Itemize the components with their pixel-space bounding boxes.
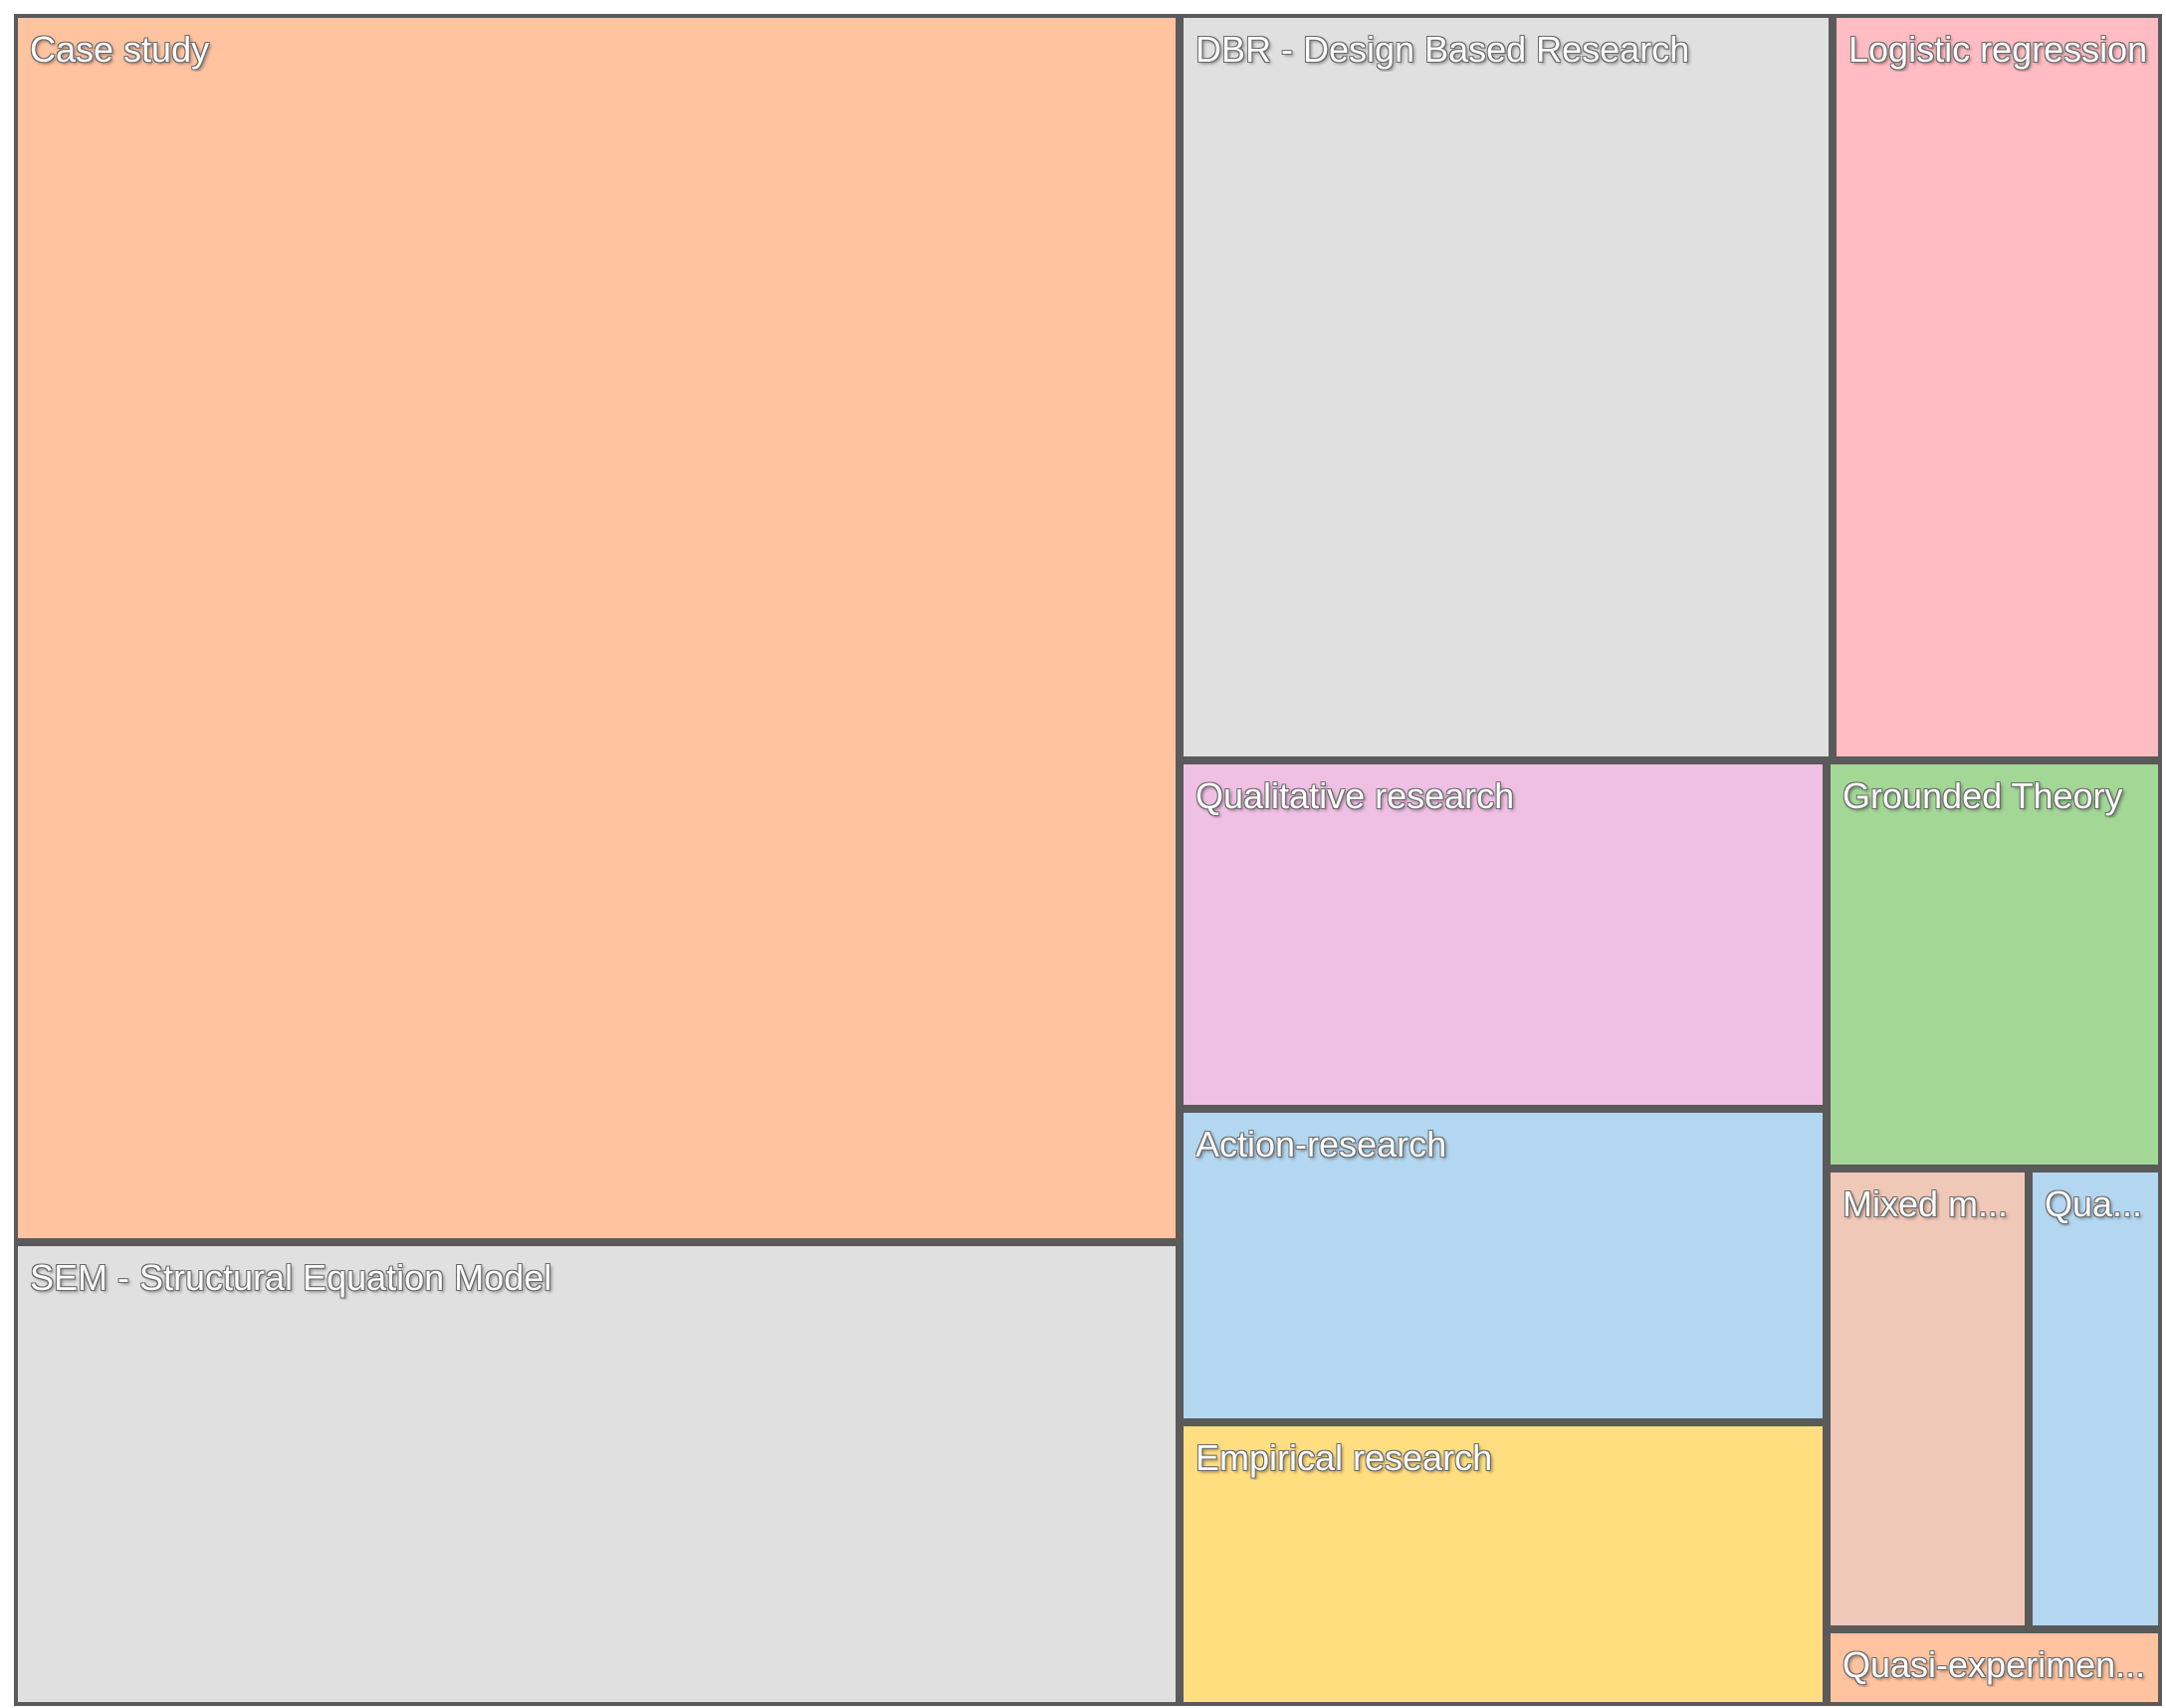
treemap-tile[interactable]: Case study <box>14 14 1180 1242</box>
treemap-tile[interactable]: Empirical research <box>1180 1422 1827 1706</box>
treemap-tile-label: Qualitative research <box>1195 775 1515 816</box>
treemap-tile-label: Empirical research <box>1195 1437 1493 1478</box>
treemap-tile-label: Case study <box>30 29 210 70</box>
treemap-tile-label: Grounded Theory <box>1842 775 2123 816</box>
treemap-tile-label: Action-research <box>1195 1124 1447 1165</box>
treemap-tile[interactable]: Qua... <box>2029 1169 2162 1629</box>
treemap-tile[interactable]: Mixed m... <box>1827 1169 2029 1629</box>
treemap-tile-label: Quasi-experimen... <box>1842 1644 2146 1685</box>
treemap-tile[interactable]: Logistic regression <box>1833 14 2162 760</box>
treemap-tile-label: SEM - Structural Equation Model <box>30 1257 552 1298</box>
treemap-tile[interactable]: Action-research <box>1180 1109 1827 1422</box>
treemap-tile-label: Mixed m... <box>1842 1183 2009 1224</box>
treemap-tile[interactable]: Qualitative research <box>1180 760 1827 1109</box>
treemap-tile[interactable]: SEM - Structural Equation Model <box>14 1242 1180 1706</box>
treemap-tile-label: DBR - Design Based Research <box>1195 29 1690 70</box>
treemap-tile-label: Qua... <box>2045 1183 2143 1224</box>
treemap-tile[interactable]: DBR - Design Based Research <box>1180 14 1833 760</box>
treemap-tile[interactable]: Quasi-experimen... <box>1827 1629 2162 1706</box>
treemap-tile-label: Logistic regression <box>1848 29 2148 70</box>
treemap-tile[interactable]: Grounded Theory <box>1827 760 2162 1169</box>
